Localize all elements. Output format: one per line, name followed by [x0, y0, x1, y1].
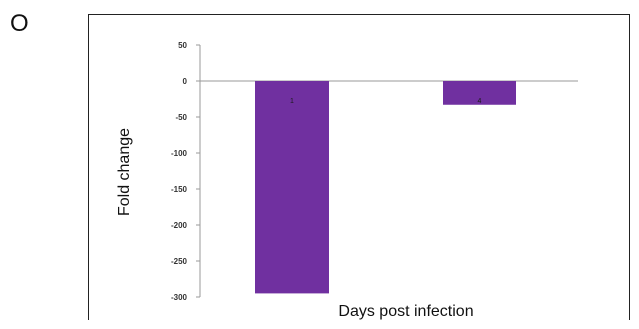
x-axis-title: Days post infection: [338, 303, 473, 320]
bar-2: [443, 81, 516, 105]
bar-data-label: 1: [290, 98, 294, 105]
panel-label: O: [10, 10, 29, 37]
y-tick-label: 50: [178, 41, 187, 50]
y-tick-label: -200: [171, 221, 188, 230]
bar-data-label: 4: [478, 98, 482, 105]
y-axis-title: Fold change: [116, 128, 133, 216]
bar-1: [255, 81, 329, 294]
y-tick-label: -50: [175, 113, 187, 122]
y-tick-label: -300: [171, 293, 188, 302]
y-tick-label: 0: [183, 77, 188, 86]
y-tick-label: -250: [171, 257, 188, 266]
y-tick-label: -150: [171, 185, 188, 194]
y-axis: 50 0 -50 -100 -150 -200 -250 -300: [171, 41, 578, 302]
y-tick-label: -100: [171, 149, 188, 158]
chart-frame: [88, 14, 630, 320]
